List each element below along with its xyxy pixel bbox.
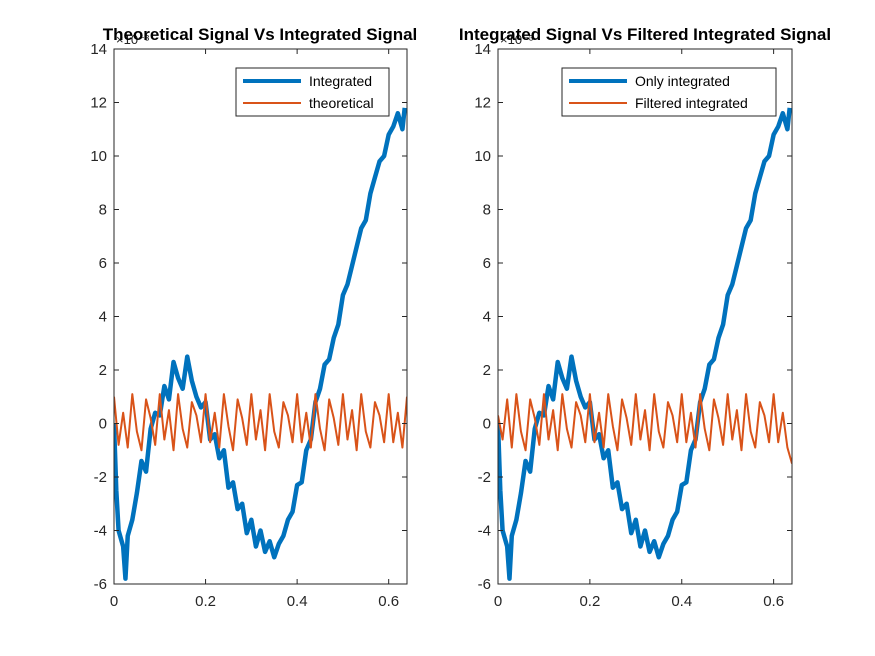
legend-label-filtered-integrated: Filtered integrated (635, 95, 748, 111)
y-tick-label: 4 (99, 309, 107, 326)
x-tick-label: 0 (494, 593, 502, 610)
x-tick-label: 0.6 (763, 593, 784, 610)
x-tick-label: 0.6 (378, 593, 399, 610)
y-exponent-label: ×10⁻³ (116, 32, 150, 47)
y-tick-label: 8 (99, 202, 107, 219)
legend-label-only-integrated: Only integrated (635, 73, 730, 89)
plot-area (114, 107, 407, 581)
y-tick-label: 6 (99, 255, 107, 272)
subplot-right: 0 0.2 0.4 0.6 -6 -4 -2 0 2 4 6 8 10 12 14 ×10⁻³ Integr… (459, 25, 831, 610)
series-line-integrated (114, 107, 407, 581)
y-tick-label: 6 (483, 255, 491, 272)
chart-title: Integrated Signal Vs Filtered Integrated… (459, 25, 831, 44)
axes-box (114, 49, 407, 584)
axis-ticks: 0 0.2 0.4 0.6 -6 -4 -2 0 2 4 6 8 10 12 14 (90, 41, 407, 610)
legend-label-theoretical: theoretical (309, 95, 374, 111)
plot-area (498, 107, 792, 581)
y-tick-label: 12 (90, 95, 107, 112)
axis-ticks: 0 0.2 0.4 0.6 -6 -4 -2 0 2 4 6 8 10 12 14 (474, 41, 792, 610)
y-tick-label: 2 (483, 362, 491, 379)
legend-label-integrated: Integrated (309, 73, 372, 89)
series-line-theoretical (114, 393, 407, 452)
legend: Integrated theoretical (235, 67, 390, 117)
x-tick-label: 0 (110, 593, 118, 610)
y-tick-label: -4 (94, 523, 107, 540)
chart-title: Theoretical Signal Vs Integrated Signal (103, 25, 418, 44)
y-tick-label: 0 (483, 416, 491, 433)
legend: Only integrated Filtered integrated (561, 67, 777, 117)
y-tick-label: 14 (474, 41, 491, 58)
y-tick-label: 8 (483, 202, 491, 219)
axes-box (498, 49, 792, 584)
y-tick-label: -2 (478, 469, 491, 486)
x-tick-label: 0.4 (287, 593, 308, 610)
legend-box (561, 67, 777, 117)
x-tick-label: 0.4 (671, 593, 692, 610)
y-tick-label: 2 (99, 362, 107, 379)
y-tick-label: 10 (474, 148, 491, 165)
series-line-filtered-integrated (498, 393, 792, 464)
y-tick-label: 10 (90, 148, 107, 165)
subplot-left: 0 0.2 0.4 0.6 -6 -4 -2 0 2 4 6 8 10 12 14 ×10⁻³ Theore… (90, 25, 417, 610)
y-tick-label: 0 (99, 416, 107, 433)
y-exponent-label: ×10⁻³ (500, 32, 534, 47)
x-tick-label: 0.2 (579, 593, 600, 610)
x-tick-label: 0.2 (195, 593, 216, 610)
y-tick-label: 12 (474, 95, 491, 112)
y-tick-label: 4 (483, 309, 491, 326)
y-tick-label: 14 (90, 41, 107, 58)
y-tick-label: -6 (94, 576, 107, 593)
y-tick-label: -4 (478, 523, 491, 540)
legend-box (235, 67, 390, 117)
series-line-only-integrated (498, 107, 792, 581)
y-tick-label: -6 (478, 576, 491, 593)
y-tick-label: -2 (94, 469, 107, 486)
